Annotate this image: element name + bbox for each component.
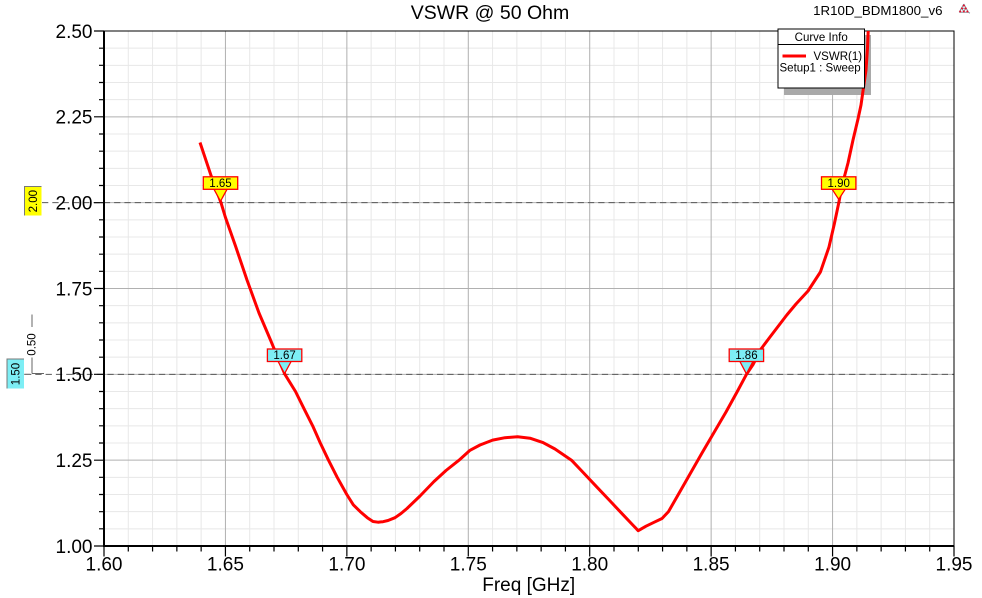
svg-text:2.50: 2.50: [56, 22, 93, 43]
svg-text:0.50: 0.50: [26, 333, 38, 355]
svg-text:1.70: 1.70: [328, 554, 365, 575]
svg-text:1.50: 1.50: [56, 365, 93, 386]
svg-text:1.67: 1.67: [273, 350, 295, 362]
svg-text:Curve Info: Curve Info: [795, 32, 848, 44]
svg-text:1R10D_BDM1800_v6: 1R10D_BDM1800_v6: [813, 3, 942, 18]
svg-text:2.00: 2.00: [56, 194, 93, 215]
svg-text:1.85: 1.85: [693, 554, 730, 575]
svg-text:1.80: 1.80: [571, 554, 608, 575]
svg-text:1.60: 1.60: [86, 554, 123, 575]
svg-text:Setup1 : Sweep: Setup1 : Sweep: [780, 63, 861, 75]
svg-text:Freq [GHz]: Freq [GHz]: [482, 575, 575, 596]
svg-text:1.75: 1.75: [56, 279, 93, 300]
svg-text:1.25: 1.25: [56, 451, 93, 472]
svg-text:1.86: 1.86: [735, 350, 757, 362]
svg-text:2.25: 2.25: [56, 108, 93, 129]
svg-text:1.65: 1.65: [207, 554, 244, 575]
svg-text:1.90: 1.90: [828, 178, 850, 190]
svg-text:2.00: 2.00: [28, 190, 40, 212]
svg-text:1.90: 1.90: [814, 554, 851, 575]
svg-text:1.75: 1.75: [450, 554, 487, 575]
svg-text:1.00: 1.00: [56, 537, 93, 558]
svg-text:VSWR @ 50 Ohm: VSWR @ 50 Ohm: [411, 2, 570, 24]
svg-text:1.65: 1.65: [209, 178, 231, 190]
svg-text:1.95: 1.95: [936, 554, 973, 575]
svg-text:1.50: 1.50: [11, 363, 23, 385]
svg-text:VSWR(1): VSWR(1): [814, 51, 863, 63]
